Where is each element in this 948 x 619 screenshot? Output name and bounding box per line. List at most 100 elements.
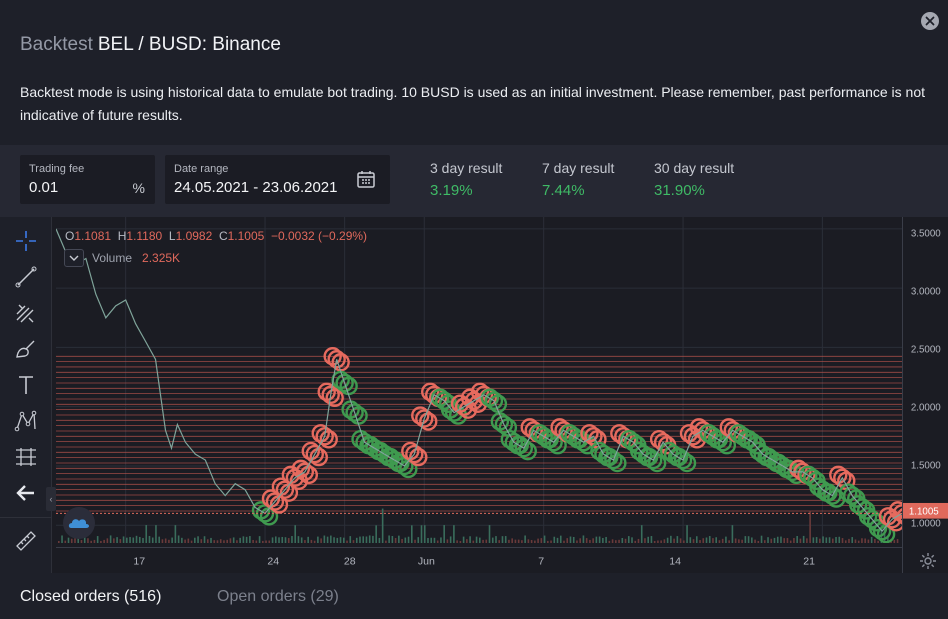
volume-bar	[307, 536, 309, 543]
brush-tool[interactable]	[12, 335, 40, 363]
gear-icon[interactable]	[919, 552, 937, 570]
trading-fee-field[interactable]: Trading fee 0.01 %	[20, 155, 155, 204]
volume-bar	[67, 537, 70, 543]
volume-bar	[365, 536, 368, 543]
ruler-tool[interactable]	[12, 527, 40, 555]
volume-bar	[615, 540, 617, 543]
volume-bar	[747, 536, 750, 543]
crosshair-tool[interactable]	[12, 227, 40, 255]
fib-icon	[16, 304, 34, 323]
volume-bar	[582, 535, 585, 543]
volume-bar	[663, 539, 666, 543]
result-3-day: 3 day result 3.19%	[430, 160, 502, 199]
pattern-tool[interactable]	[12, 407, 40, 435]
volume-bar	[676, 536, 679, 543]
text-tool[interactable]	[12, 371, 40, 399]
volume-bar	[466, 539, 468, 543]
volume-bar	[861, 538, 863, 543]
volume-bar	[245, 536, 248, 543]
volume-bar	[809, 511, 811, 543]
volume-bar	[187, 538, 190, 543]
orders-tabs: Closed orders (516) Open orders (29)	[0, 573, 948, 619]
measure-lines-tool[interactable]	[12, 443, 40, 471]
toolbar-divider	[0, 517, 52, 518]
volume-bar	[556, 537, 559, 543]
volume-bar	[155, 525, 157, 543]
volume-bar	[116, 537, 118, 543]
chart-area: ‹ 17 24 28 Jun 7 14 21 3.5000 3.0000 2.5000 2.000…	[0, 217, 948, 573]
tradingview-logo[interactable]	[63, 507, 95, 539]
volume-bar	[433, 537, 436, 543]
volume-bar	[550, 540, 552, 543]
calendar-icon[interactable]	[356, 169, 376, 189]
tab-open-orders[interactable]: Open orders (29)	[217, 588, 339, 605]
volume-bar	[349, 536, 352, 543]
volume-bar	[540, 538, 543, 543]
volume-bar	[647, 536, 649, 543]
volume-bar	[420, 525, 423, 543]
volume-bar	[362, 536, 365, 543]
volume-bar	[122, 536, 125, 543]
volume-bar	[585, 538, 588, 543]
trade-marker	[319, 430, 338, 449]
date-range-value[interactable]: 24.05.2021 - 23.06.2021	[174, 179, 338, 196]
close-button[interactable]	[921, 12, 939, 30]
volume-bar	[391, 535, 394, 543]
volume-bar	[831, 538, 834, 543]
toolbar-collapse-handle[interactable]: ‹	[46, 487, 56, 511]
volume-bar	[427, 537, 429, 543]
open-value: 1.1081	[74, 229, 112, 243]
volume-bar	[310, 539, 313, 543]
volume-bar	[498, 540, 501, 543]
y-tick-label: 3.0000	[911, 286, 941, 297]
trade-marker	[673, 450, 693, 470]
volume-bar	[242, 536, 245, 543]
back-tool[interactable]	[12, 479, 40, 507]
volume-bar	[887, 535, 889, 543]
volume-bar	[699, 540, 701, 543]
volume-bar	[142, 537, 144, 543]
volume-bar	[271, 537, 274, 543]
backtest-controls: Trading fee 0.01 % Date range 24.05.2021…	[0, 145, 948, 217]
volume-bar	[644, 538, 646, 543]
volume-bar	[475, 536, 478, 543]
trend-line-tool[interactable]	[12, 263, 40, 291]
trade-marker	[419, 412, 438, 431]
volume-bar	[223, 540, 225, 543]
volume-bar	[767, 537, 769, 543]
volume-bar	[650, 536, 653, 543]
volume-bar	[93, 539, 96, 543]
legend-toggle[interactable]	[64, 249, 84, 267]
volume-bar	[770, 538, 773, 543]
result-value: 3.19%	[430, 182, 473, 199]
date-range-field[interactable]: Date range 24.05.2021 - 23.06.2021	[165, 155, 390, 204]
volume-bar	[479, 537, 481, 543]
volume-bar	[553, 536, 556, 543]
tab-closed-orders[interactable]: Closed orders (516)	[20, 588, 162, 605]
volume-bar	[592, 538, 594, 543]
volume-bar	[459, 540, 462, 543]
volume-bar	[731, 525, 734, 543]
volume-bar	[618, 539, 620, 543]
x-tick-label: Jun	[418, 555, 435, 567]
volume-bar	[138, 536, 141, 543]
drawing-toolbar	[0, 217, 52, 573]
price-line	[56, 228, 902, 533]
volume-bar	[504, 536, 507, 543]
volume-bar	[877, 540, 879, 543]
volume-bar	[164, 538, 167, 543]
trading-fee-value[interactable]: 0.01	[29, 179, 59, 196]
volume-bar	[381, 508, 384, 543]
volume-bar	[712, 538, 714, 543]
trade-marker	[409, 447, 428, 467]
measure-lines-icon	[16, 448, 36, 466]
volume-bar	[893, 539, 896, 543]
volume-bar	[576, 540, 578, 543]
volume-bar	[203, 536, 206, 543]
volume-bar	[74, 538, 76, 543]
fib-tool[interactable]	[12, 299, 40, 327]
trade-marker	[643, 450, 663, 470]
price-chart[interactable]	[56, 217, 902, 543]
volume-bar	[637, 538, 640, 543]
volume-bar	[265, 540, 267, 543]
